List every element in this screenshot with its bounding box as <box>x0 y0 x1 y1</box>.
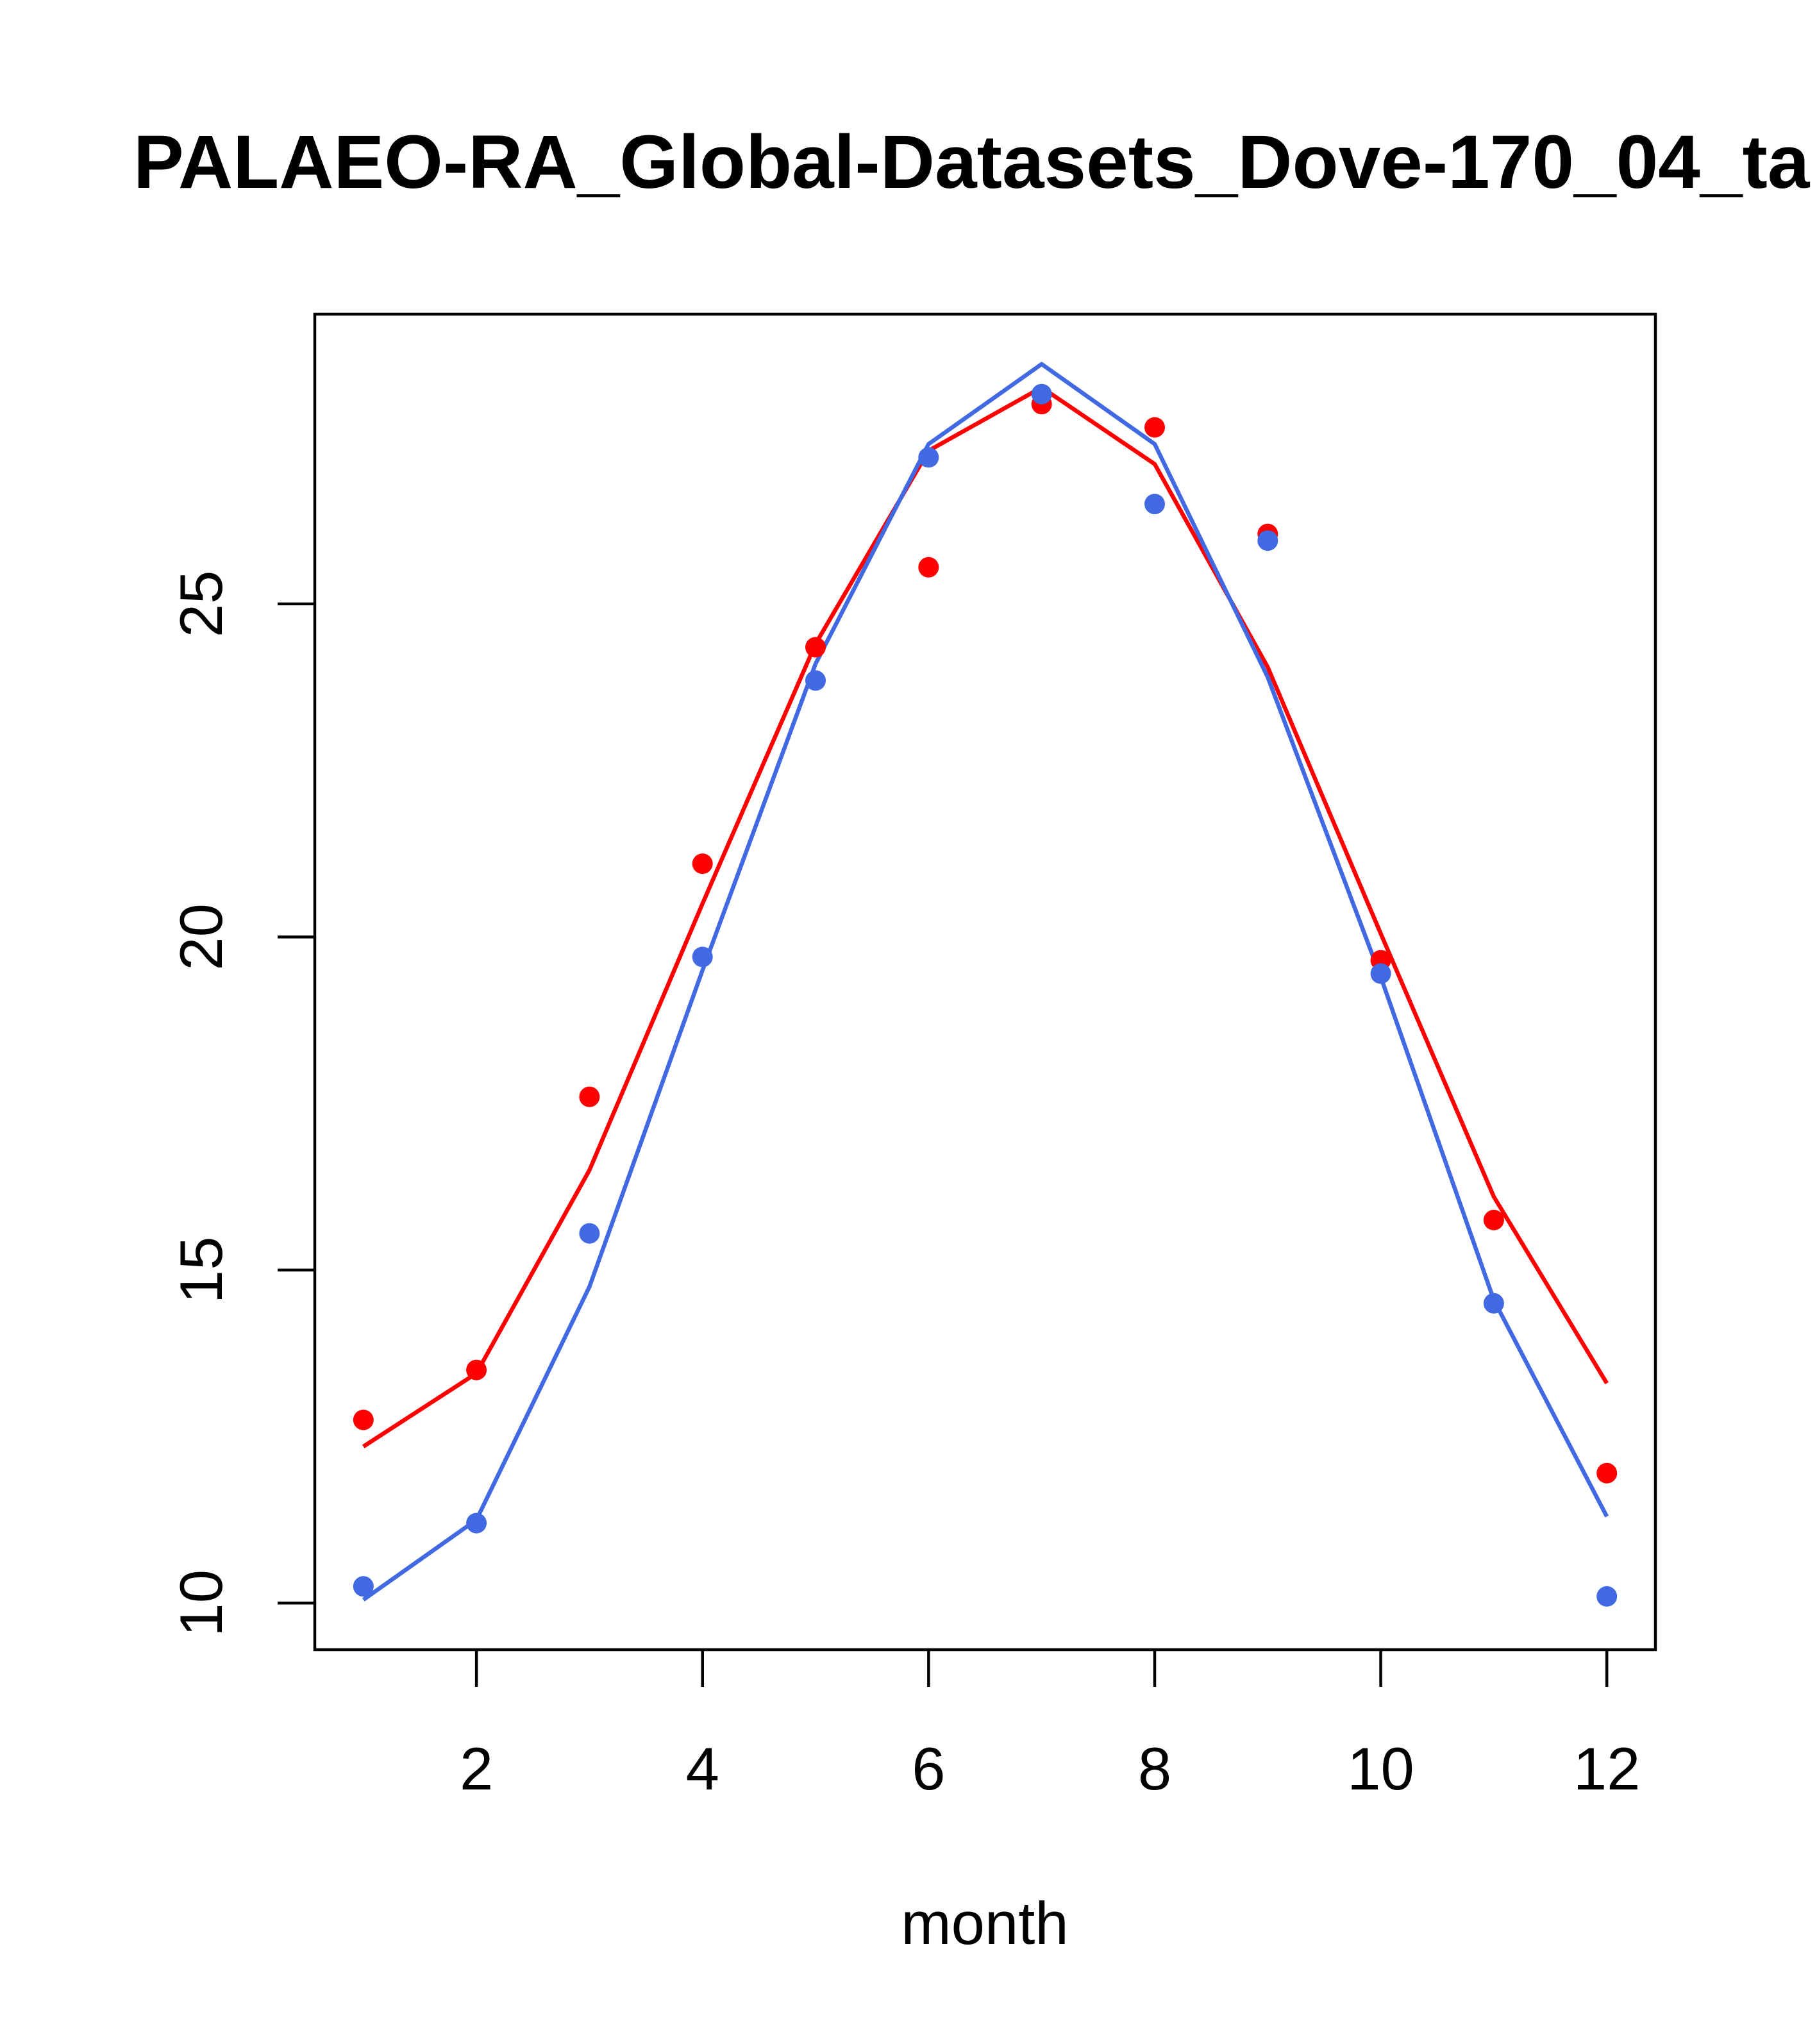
data-point-blue <box>692 946 713 968</box>
series-line-blue <box>362 362 1609 1602</box>
data-point-blue <box>1257 530 1278 551</box>
x-tick-label: 2 <box>460 1735 493 1802</box>
y-tick-label: 25 <box>167 571 235 638</box>
data-point-blue <box>466 1512 487 1534</box>
data-point-blue <box>1031 383 1052 405</box>
y-axis: 10 15 20 25 <box>167 571 315 1637</box>
y-tick-label: 15 <box>167 1237 235 1304</box>
data-point-blue <box>1596 1586 1618 1607</box>
chart-title: PALAEO-RA_Global-Datasets_Dove-170_04_ta <box>133 120 1811 205</box>
data-point-red <box>579 1086 600 1107</box>
x-tick-label: 6 <box>912 1735 945 1802</box>
plot-frame <box>313 312 1657 1652</box>
data-point-red <box>1483 1209 1504 1230</box>
x-tick-label: 8 <box>1138 1735 1171 1802</box>
data-point-red <box>692 853 713 875</box>
data-point-blue <box>579 1223 600 1244</box>
data-point-blue <box>1370 963 1391 984</box>
data-point-red <box>1144 417 1165 438</box>
x-axis: 2 4 6 8 10 12 <box>460 1650 1640 1802</box>
series-lines <box>362 362 1609 1602</box>
data-point-red <box>918 557 939 578</box>
series-points <box>353 383 1618 1607</box>
data-point-red <box>805 637 826 658</box>
x-axis-label: month <box>901 1889 1068 1957</box>
x-tick-label: 4 <box>686 1735 719 1802</box>
data-point-blue <box>918 447 939 468</box>
data-point-blue <box>805 670 826 691</box>
data-point-blue <box>1483 1293 1504 1314</box>
data-point-blue <box>353 1576 374 1597</box>
data-point-red <box>466 1359 487 1380</box>
data-point-red <box>1596 1462 1618 1484</box>
x-tick-label: 12 <box>1573 1735 1641 1802</box>
data-point-red <box>353 1409 374 1430</box>
y-tick-label: 20 <box>167 903 235 971</box>
data-point-blue <box>1144 494 1165 515</box>
x-tick-label: 10 <box>1347 1735 1414 1802</box>
series-line-red <box>362 385 1609 1448</box>
y-tick-label: 10 <box>167 1570 235 1637</box>
